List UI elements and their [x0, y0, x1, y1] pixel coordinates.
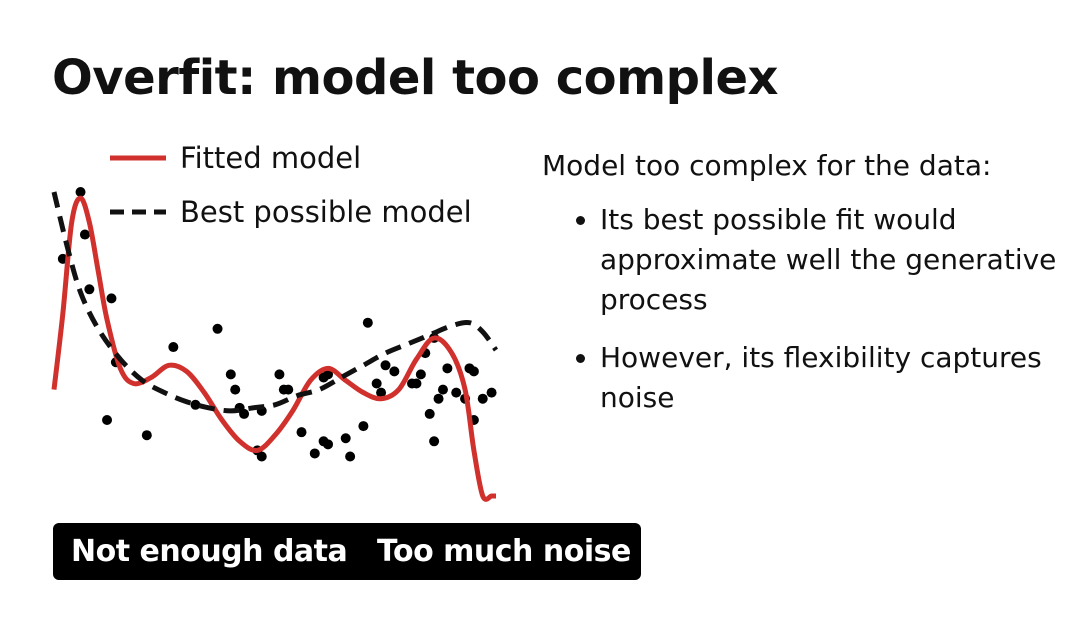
data-point — [429, 436, 440, 447]
data-point — [84, 284, 95, 295]
data-point — [309, 448, 320, 459]
data-point — [411, 378, 422, 389]
data-point — [239, 408, 250, 419]
slide-title: Overfit: model too complex — [52, 50, 778, 106]
data-point — [358, 421, 369, 432]
data-point — [106, 293, 117, 304]
data-point — [79, 229, 90, 240]
data-point — [433, 393, 444, 404]
data-point — [486, 387, 497, 398]
data-point — [323, 439, 334, 450]
data-point — [323, 369, 334, 380]
explanation-heading: Model too complex for the data: — [542, 149, 992, 182]
data-point — [371, 378, 382, 389]
data-point — [437, 384, 448, 395]
data-point — [141, 430, 152, 441]
tag-bar: Not enough data Too much noise — [53, 523, 641, 580]
data-point — [230, 384, 241, 395]
bullet-item: Its best possible fit would approximate … — [600, 200, 1067, 320]
bullet-list: Its best possible fit would approximate … — [542, 200, 1067, 418]
fitted-model-curve — [51, 195, 496, 502]
data-point — [345, 451, 356, 462]
tag-not-enough-data: Not enough data — [71, 534, 348, 569]
data-point — [274, 369, 285, 380]
data-point — [296, 427, 307, 438]
data-point — [340, 433, 351, 444]
data-point — [168, 342, 179, 353]
explanation-panel: Model too complex for the data: Its best… — [542, 146, 1067, 436]
legend-fitted-label: Fitted model — [180, 141, 361, 175]
data-point — [415, 369, 426, 380]
data-point — [380, 360, 391, 371]
legend-best-label: Best possible model — [180, 195, 472, 229]
data-point — [256, 451, 267, 462]
best-model-curve — [51, 191, 499, 414]
legend: Fitted model Best possible model — [110, 141, 472, 229]
bullet-item: However, its flexibility captures noise — [600, 338, 1067, 418]
data-point — [464, 363, 475, 374]
plot-area — [51, 187, 499, 502]
data-point — [362, 317, 373, 328]
data-point — [389, 366, 400, 377]
data-point — [442, 363, 453, 374]
data-point — [190, 399, 201, 410]
data-point — [75, 187, 86, 197]
data-point — [102, 415, 113, 425]
data-point — [283, 384, 294, 395]
data-point — [451, 387, 462, 398]
data-point — [376, 387, 387, 398]
tag-too-much-noise: Too much noise — [377, 534, 631, 569]
data-point — [477, 393, 488, 404]
data-point — [212, 323, 223, 334]
data-point — [225, 369, 236, 380]
overfit-plot: Fitted model Best possible model — [51, 141, 499, 502]
data-point — [424, 408, 435, 419]
